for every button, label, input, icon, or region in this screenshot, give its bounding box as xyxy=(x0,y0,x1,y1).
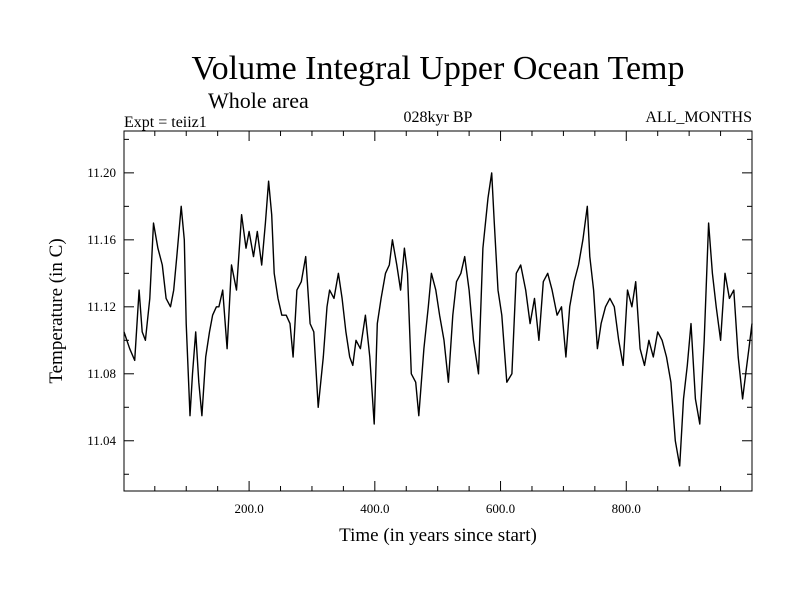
x-tick-label: 200.0 xyxy=(234,501,263,516)
x-tick-label: 800.0 xyxy=(612,501,641,516)
x-axis-label: Time (in years since start) xyxy=(339,525,537,546)
period-label: 028kyr BP xyxy=(404,109,473,126)
series-line xyxy=(123,172,753,467)
x-tick-label: 400.0 xyxy=(360,501,389,516)
x-tick-label: 600.0 xyxy=(486,501,515,516)
y-tick-label: 11.20 xyxy=(87,165,116,180)
y-tick-label: 11.12 xyxy=(87,299,116,314)
plot-frame xyxy=(123,130,753,492)
y-tick-label: 11.04 xyxy=(87,433,116,448)
chart-title: Volume Integral Upper Ocean Temp xyxy=(192,50,685,87)
axis-ticks: 200.0 400.0 600.0 800.0 11.04 11.08 11.12 11.16… xyxy=(87,131,752,516)
chart-subtitle: Whole area xyxy=(208,88,309,113)
y-tick-label: 11.16 xyxy=(87,232,116,247)
months-label: ALL_MONTHS xyxy=(645,109,752,126)
experiment-label: Expt = teiiz1 xyxy=(124,114,207,131)
y-axis-label: Temperature (in C) xyxy=(46,238,67,383)
y-tick-label: 11.08 xyxy=(87,366,116,381)
